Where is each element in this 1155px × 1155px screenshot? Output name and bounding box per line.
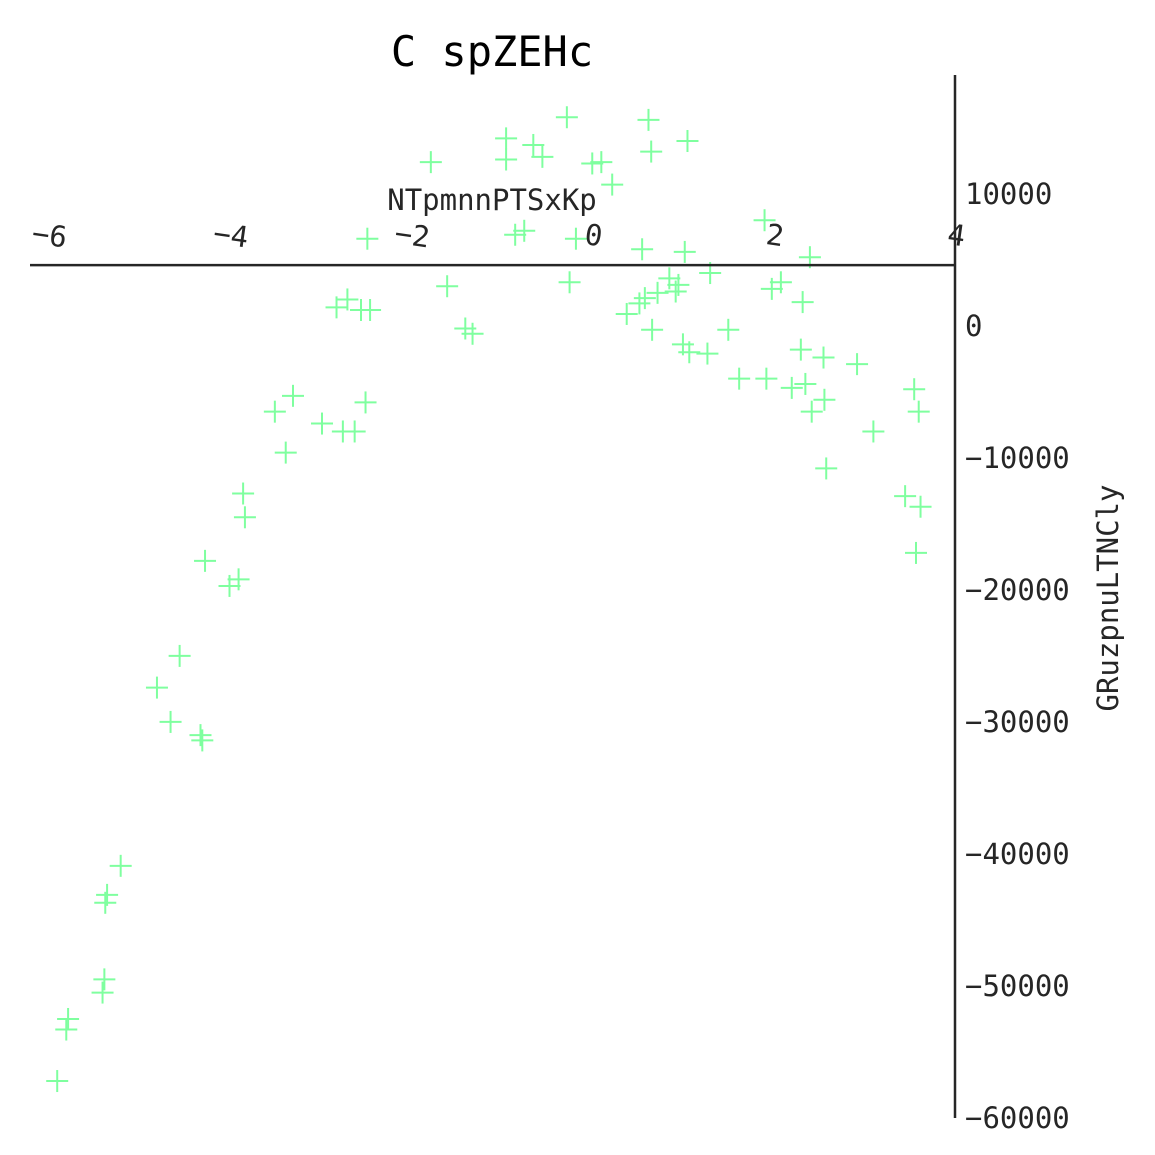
data-point (343, 420, 366, 443)
data-point (728, 367, 751, 390)
data-point (168, 644, 191, 667)
data-point (281, 384, 304, 407)
data-point (419, 151, 442, 174)
data-point (813, 388, 836, 411)
data-point (646, 281, 669, 304)
x-tick-label: −6 (30, 216, 69, 255)
data-point (780, 376, 803, 399)
data-point (232, 482, 255, 505)
data-point (336, 288, 359, 311)
x-tick-label: 0 (583, 217, 605, 253)
data-point (640, 140, 663, 163)
data-point (628, 292, 651, 315)
data-point (676, 130, 699, 153)
data-point (791, 291, 814, 314)
data-point (227, 568, 250, 591)
data-point (495, 148, 518, 171)
data-point (311, 412, 334, 435)
x-tick-label: 4 (945, 217, 967, 253)
data-point (641, 318, 664, 341)
data-point (658, 267, 681, 290)
data-point (755, 367, 778, 390)
data-point (564, 227, 587, 250)
y-tick-label: −30000 (965, 705, 1070, 739)
data-point (753, 209, 776, 232)
x-axis-label: NTpmnnPTSxKp (387, 183, 597, 217)
data-point (57, 1007, 80, 1030)
x-tick-label: −4 (211, 216, 250, 255)
data-point (815, 457, 838, 480)
data-point (55, 1018, 78, 1041)
y-tick-label: −20000 (965, 573, 1070, 607)
data-point (631, 238, 654, 261)
data-point (91, 981, 114, 1004)
data-point (678, 341, 701, 364)
data-points (46, 106, 932, 1093)
data-point (581, 152, 604, 175)
data-point (907, 400, 930, 423)
data-point (696, 342, 719, 365)
data-point (191, 729, 214, 752)
data-point (717, 318, 740, 341)
data-point (356, 227, 379, 250)
data-point (862, 420, 885, 443)
data-point (189, 724, 212, 747)
data-point (522, 133, 545, 156)
data-point (159, 710, 182, 733)
x-axis-ticks: −6 −4 −2 0 2 4 (30, 216, 968, 255)
data-point (558, 271, 581, 294)
data-point (794, 372, 817, 395)
chart-title: C spZEHc (391, 27, 593, 76)
data-point (531, 145, 554, 168)
data-point (93, 968, 116, 991)
data-point (96, 883, 119, 906)
data-point (637, 108, 660, 131)
data-point (504, 223, 527, 246)
data-point (769, 271, 792, 294)
data-point (664, 280, 687, 303)
data-point (846, 353, 869, 376)
y-tick-label: 0 (965, 309, 982, 343)
data-point (359, 299, 382, 322)
data-point (274, 441, 297, 464)
y-tick-label: −60000 (965, 1101, 1070, 1135)
y-axis-label: GRuzpnuLTNCly (1091, 485, 1125, 712)
data-point (461, 322, 484, 345)
y-tick-label: −10000 (965, 441, 1070, 475)
x-tick-label: −2 (393, 216, 432, 255)
data-point (354, 391, 377, 414)
data-point (109, 854, 132, 877)
data-point (601, 173, 624, 196)
data-point (905, 541, 928, 564)
data-point (633, 287, 656, 310)
data-point (903, 378, 926, 401)
data-point (513, 219, 536, 242)
data-point (194, 549, 217, 572)
data-point (233, 506, 256, 529)
data-point (800, 400, 823, 423)
y-tick-label: −40000 (965, 837, 1070, 871)
data-point (555, 106, 578, 129)
data-point (263, 400, 286, 423)
data-point (615, 302, 638, 325)
y-tick-label: −50000 (965, 969, 1070, 1003)
data-point (145, 676, 168, 699)
y-axis-ticks: 10000 0 −10000 −20000 −30000 −40000 −50000 −600… (965, 177, 1070, 1135)
data-point (46, 1070, 69, 1093)
data-point (760, 277, 783, 300)
data-point (590, 151, 613, 174)
data-point (218, 574, 241, 597)
x-tick-label: 2 (764, 217, 786, 253)
data-point (673, 240, 696, 263)
data-point (894, 485, 917, 508)
data-point (789, 338, 812, 361)
data-point (667, 273, 690, 296)
y-tick-label: 10000 (965, 177, 1052, 211)
data-point (909, 495, 932, 518)
data-point (812, 346, 835, 369)
data-point (436, 275, 459, 298)
data-point (495, 127, 518, 150)
